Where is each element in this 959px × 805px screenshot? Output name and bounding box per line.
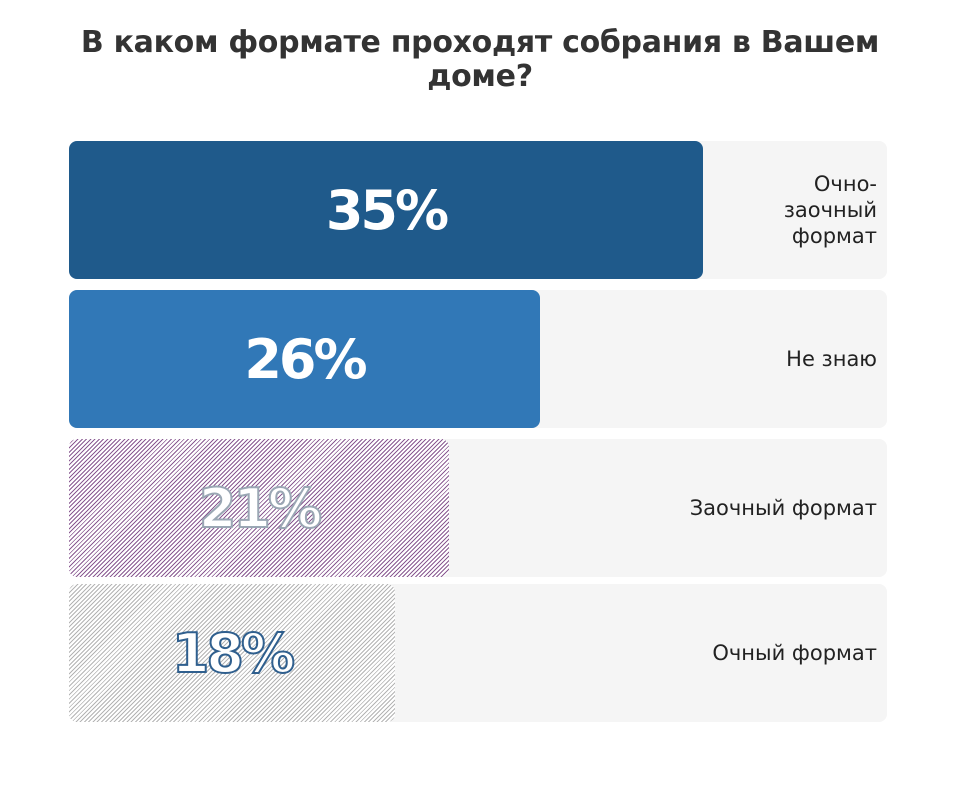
bar-chart: 35% Очно-заочный формат 26% Не знаю 21% Заочны…: [69, 141, 887, 725]
bar: 21%: [69, 439, 449, 577]
category-label-line: Очно-: [813, 172, 877, 196]
category-label-line: Очный формат: [712, 641, 877, 665]
bar: 26%: [69, 290, 540, 428]
category-label-line: Не знаю: [786, 347, 877, 371]
bar-row: 18% Очный формат: [69, 584, 887, 722]
bar-row: 35% Очно-заочный формат: [69, 141, 887, 279]
bar: 18%: [69, 584, 395, 722]
category-label: Очно-заочный формат: [784, 141, 877, 279]
bar-value-label: 35%: [325, 178, 449, 242]
category-label: Очный формат: [712, 584, 877, 722]
bar: 35%: [69, 141, 703, 279]
category-label-line: заочный: [783, 198, 877, 222]
category-label: Не знаю: [786, 290, 877, 428]
bar-value-label: 26%: [244, 327, 367, 391]
bar-value-label: 18%: [171, 621, 296, 686]
bar-row: 26% Не знаю: [69, 290, 887, 428]
bar-row: 21% Заочный формат: [69, 439, 887, 577]
category-label: Заочный формат: [690, 439, 877, 577]
category-label-line: Заочный формат: [689, 496, 877, 520]
chart-title: В каком формате проходят собрания в Ваше…: [80, 25, 880, 94]
category-label-line: формат: [791, 224, 877, 248]
bar-value-label: 21%: [198, 476, 323, 541]
